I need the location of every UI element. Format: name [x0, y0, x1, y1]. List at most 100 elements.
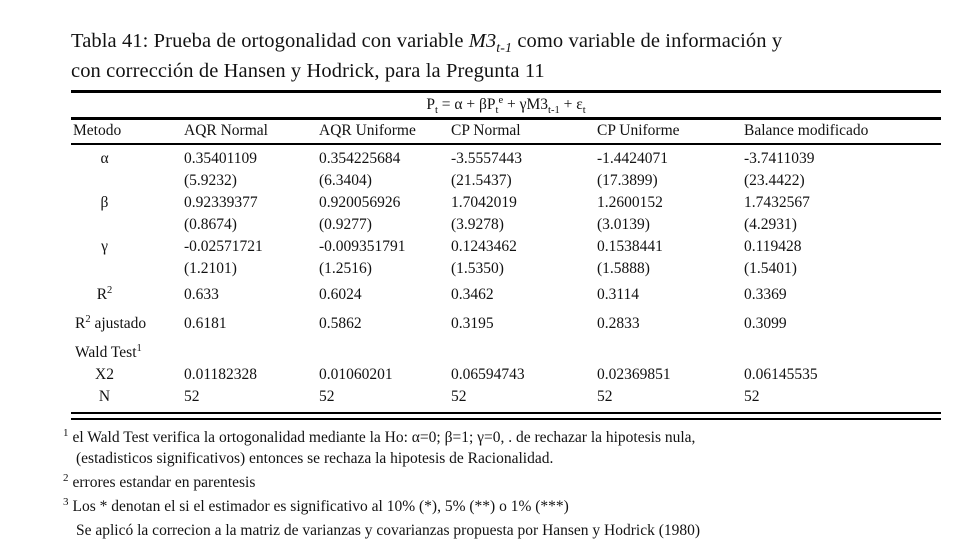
table-cell: 0.5862	[319, 315, 362, 333]
table-row: R2 0.633 0.6024 0.3462 0.3114 0.3369	[71, 284, 941, 306]
table-cell	[184, 342, 319, 364]
table-row: β 0.92339377 0.920056926 1.7042019 1.2600152…	[71, 192, 941, 214]
table-cell: 52	[597, 388, 613, 406]
table-cell: 52	[184, 388, 200, 406]
table-cell	[744, 342, 941, 364]
footnote-line: 1 el Wald Test verifica la ortogonalidad …	[63, 427, 696, 447]
table-cell: (1.5888)	[597, 260, 650, 278]
footnote: 1 el Wald Test verifica la ortogonalidad …	[63, 427, 953, 469]
footnote-marker: 3	[63, 496, 69, 509]
footnotes: 1 el Wald Test verifica la ortogonalidad …	[63, 427, 953, 541]
row-label	[71, 258, 184, 280]
table-body: α 0.35401109 0.354225684 -3.5557443 -1.44240…	[71, 145, 941, 408]
table-cell: 52	[319, 388, 335, 406]
table-row: N 52 52 52 52 52	[71, 386, 941, 408]
table-cell: (1.5350)	[451, 260, 504, 278]
regression-equation: Pt = α + βPte + γM3t-1 + εt	[71, 93, 941, 121]
row-label: R2	[96, 285, 113, 304]
table-cell	[319, 342, 451, 364]
table-row: α 0.35401109 0.354225684 -3.5557443 -1.44240…	[71, 148, 941, 170]
table-cell: 0.119428	[744, 238, 802, 256]
table-cell: 0.6024	[319, 286, 362, 304]
table-cell: 0.3462	[451, 286, 494, 304]
table-cell: -0.009351791	[319, 238, 406, 256]
row-label: R2 ajustado	[75, 314, 147, 333]
column-header: Metodo	[73, 122, 122, 140]
row-label: β	[100, 194, 109, 212]
table-cell: -0.02571721	[184, 238, 263, 256]
table-cell: (21.5437)	[451, 172, 512, 190]
table-cell	[451, 342, 597, 364]
footnote-line: 2 errores estandar en parentesis	[63, 472, 256, 492]
table-cell: 0.3195	[451, 315, 494, 333]
footnote-line: (estadisticos significativos) entonces s…	[76, 450, 554, 468]
table-cell: (3.0139)	[597, 216, 650, 234]
table-cell: 1.7432567	[744, 194, 810, 212]
table-cell: (6.3404)	[319, 172, 372, 190]
table-cell: 52	[451, 388, 467, 406]
table-cell: (5.9232)	[184, 172, 237, 190]
table-cell: 0.01060201	[319, 366, 393, 384]
table-cell: (17.3899)	[597, 172, 658, 190]
table-cell: 0.3369	[744, 286, 787, 304]
column-header: CP Uniforme	[597, 122, 680, 140]
table-cell: (0.8674)	[184, 216, 237, 234]
table-cell: 0.3114	[597, 286, 640, 304]
table-cell: 0.2833	[597, 315, 640, 333]
table-row: Wald Test1	[71, 342, 941, 364]
table-bottom-rule	[71, 412, 941, 421]
table-cell: -3.7411039	[744, 150, 815, 168]
column-header: AQR Uniforme	[319, 122, 416, 140]
row-label: X2	[95, 366, 114, 384]
table-cell: 0.35401109	[184, 150, 258, 168]
table-title: Tabla 41: Prueba de ortogonalidad con va…	[71, 26, 941, 86]
column-header: Balance modificado	[744, 122, 869, 140]
table-cell: 0.354225684	[319, 150, 401, 168]
column-header: CP Normal	[451, 122, 521, 140]
table-cell: 0.92339377	[184, 194, 258, 212]
table-cell	[597, 342, 744, 364]
table-cell: 0.1243462	[451, 238, 517, 256]
footnote-line: 3 Los * denotan el si el estimador es sig…	[63, 496, 569, 516]
footnote-marker: 1	[63, 427, 69, 440]
table-cell: (4.2931)	[744, 216, 797, 234]
table-cell: 0.06145535	[744, 366, 818, 384]
table-cell: 1.7042019	[451, 194, 517, 212]
table-cell: 0.1538441	[597, 238, 663, 256]
table-cell: (0.9277)	[319, 216, 372, 234]
table-row: X2 0.01182328 0.01060201 0.06594743 0.023698…	[71, 364, 941, 386]
table-cell: 0.633	[184, 286, 219, 304]
footnote: Se aplicó la correcion a la matriz de va…	[63, 520, 953, 541]
table-cell: 0.6181	[184, 315, 227, 333]
table-row: R2 ajustado 0.6181 0.5862 0.3195 0.2833 0.309…	[71, 313, 941, 335]
table-cell: -1.4424071	[597, 150, 669, 168]
table-cell: 0.02369851	[597, 366, 671, 384]
footnote-marker: 2	[63, 472, 69, 485]
row-label: N	[98, 388, 111, 406]
column-header: AQR Normal	[184, 122, 268, 140]
table-cell: -3.5557443	[451, 150, 523, 168]
table-row: (0.8674) (0.9277) (3.9278) (3.0139) (4.2931)	[71, 214, 941, 236]
table-cell: (3.9278)	[451, 216, 504, 234]
statistics-table: Pt = α + βPte + γM3t-1 + εt Metodo AQR No…	[71, 90, 941, 421]
table-title-line2: con corrección de Hansen y Hodrick, para…	[71, 60, 545, 83]
footnote-line: Se aplicó la correcion a la matriz de va…	[76, 522, 701, 540]
table-cell: 0.06594743	[451, 366, 525, 384]
table-row: (1.2101) (1.2516) (1.5350) (1.5888) (1.5401)	[71, 258, 941, 280]
table-cell: (1.5401)	[744, 260, 797, 278]
table-cell: 52	[744, 388, 760, 406]
footnote: 2 errores estandar en parentesis	[63, 472, 953, 493]
table-cell: (1.2516)	[319, 260, 372, 278]
table-header-row: Metodo AQR Normal AQR Uniforme CP Normal CP …	[71, 120, 941, 146]
table-cell: 1.2600152	[597, 194, 663, 212]
row-label	[71, 214, 184, 236]
table-cell: (23.4422)	[744, 172, 805, 190]
row-label: Wald Test1	[75, 343, 142, 362]
table-row: (5.9232) (6.3404) (21.5437) (17.3899) (23.44…	[71, 170, 941, 192]
row-label	[71, 170, 184, 192]
footnote: 3 Los * denotan el si el estimador es sig…	[63, 496, 953, 517]
table-cell: 0.920056926	[319, 194, 401, 212]
table-row: γ -0.02571721 -0.009351791 0.1243462 0.15384…	[71, 236, 941, 258]
table-title-line1: Tabla 41: Prueba de ortogonalidad con va…	[71, 30, 783, 57]
